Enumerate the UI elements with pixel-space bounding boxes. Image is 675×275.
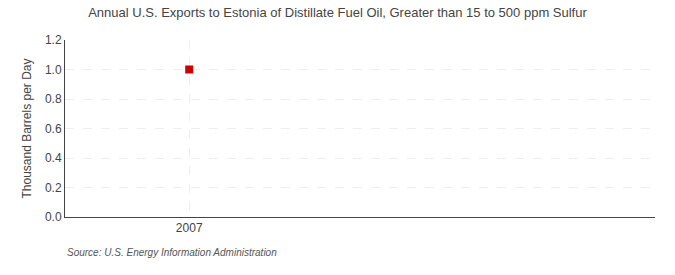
svg-text:Thousand Barrels per Day: Thousand Barrels per Day [20,58,34,198]
svg-text:1.0: 1.0 [45,63,62,77]
svg-text:0.0: 0.0 [45,210,62,224]
svg-text:0.2: 0.2 [45,181,62,195]
svg-text:0.4: 0.4 [45,151,62,165]
svg-text:0.8: 0.8 [45,92,62,106]
svg-text:Source: U.S. Energy Informatio: Source: U.S. Energy Information Administ… [67,247,277,258]
svg-text:2007: 2007 [176,221,203,235]
svg-text:0.6: 0.6 [45,122,62,136]
svg-text:1.2: 1.2 [45,33,62,47]
svg-text:Annual U.S. Exports to Estonia: Annual U.S. Exports to Estonia of Distil… [88,5,587,20]
